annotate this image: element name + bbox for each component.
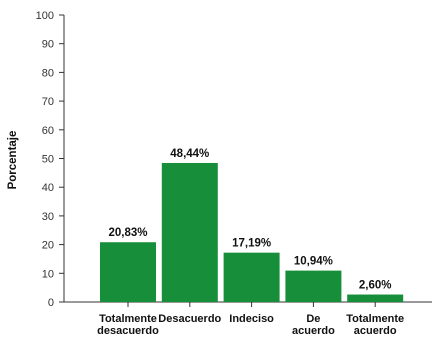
data-label: 20,83% (108, 227, 147, 239)
data-label: 10,94% (294, 256, 333, 268)
data-labels: 20,83% 48,44% 17,19% 10,94% 2,60% (108, 148, 391, 292)
bars (100, 162, 404, 302)
category-label: Totalmente desacuerdo (97, 313, 159, 337)
y-axis-label: Porcentaje (7, 131, 19, 190)
y-tick-label: 70 (42, 96, 54, 108)
y-axis: 0 10 20 30 40 50 60 70 80 90 100 (36, 10, 65, 309)
data-label: 2,60% (359, 280, 392, 292)
bar (285, 270, 342, 302)
y-tick-label: 20 (42, 240, 54, 252)
y-tick-label: 100 (36, 10, 54, 22)
y-tick-label: 90 (42, 39, 54, 51)
y-tick-label: 60 (42, 125, 54, 137)
bar (347, 294, 404, 302)
bar (100, 242, 156, 302)
y-tick-label: 0 (48, 297, 54, 309)
data-label: 48,44% (170, 148, 209, 160)
category-label: Indeciso (229, 313, 274, 325)
bar (223, 252, 280, 302)
x-axis (64, 301, 432, 307)
y-tick-label: 50 (42, 154, 54, 166)
category-label: Desacuerdo (158, 313, 221, 325)
y-tick-label: 10 (42, 268, 54, 280)
bar (161, 162, 218, 302)
category-label: De acuerdo (292, 313, 335, 337)
y-tick-label: 80 (42, 67, 54, 79)
category-label: Totalmente acuerdo (346, 313, 404, 337)
y-tick-label: 30 (42, 211, 54, 223)
y-tick-label: 40 (42, 182, 54, 194)
data-label: 17,19% (232, 238, 271, 250)
